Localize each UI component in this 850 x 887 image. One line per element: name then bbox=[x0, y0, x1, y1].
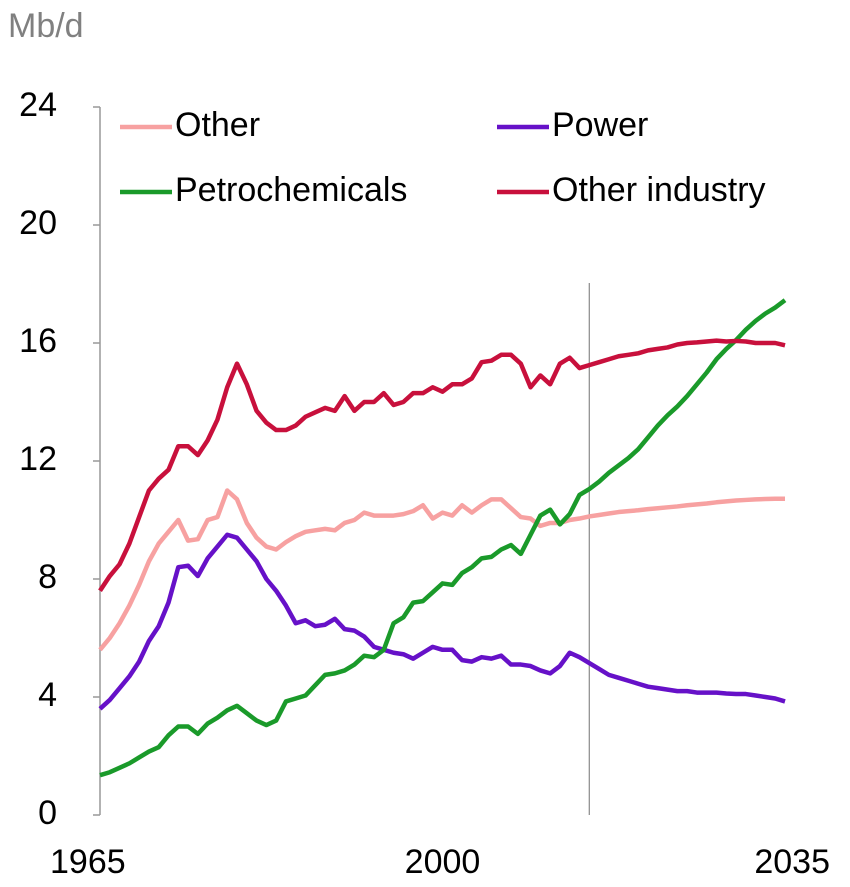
y-tick-label: 12 bbox=[19, 440, 57, 478]
series-line bbox=[98, 532, 786, 711]
y-tick-label: 20 bbox=[19, 204, 57, 242]
y-tick-label: 4 bbox=[38, 676, 57, 714]
x-tick-label: 2035 bbox=[754, 843, 830, 881]
y-tick-label: 24 bbox=[19, 86, 57, 124]
series-line bbox=[98, 488, 785, 652]
series-line bbox=[98, 338, 786, 593]
legend-label: Power bbox=[552, 106, 648, 144]
y-axis-unit: Mb/d bbox=[8, 7, 84, 45]
series-line bbox=[99, 298, 787, 778]
x-tick-label: 1965 bbox=[50, 843, 126, 881]
x-tick-label: 2000 bbox=[405, 843, 481, 881]
y-tick-label: 0 bbox=[38, 794, 57, 832]
legend-label: Petrochemicals bbox=[175, 171, 407, 209]
y-tick-label: 16 bbox=[19, 322, 57, 360]
legend-label: Other industry bbox=[552, 171, 766, 209]
y-tick-label: 8 bbox=[38, 558, 57, 596]
legend-label: Other bbox=[175, 106, 260, 144]
